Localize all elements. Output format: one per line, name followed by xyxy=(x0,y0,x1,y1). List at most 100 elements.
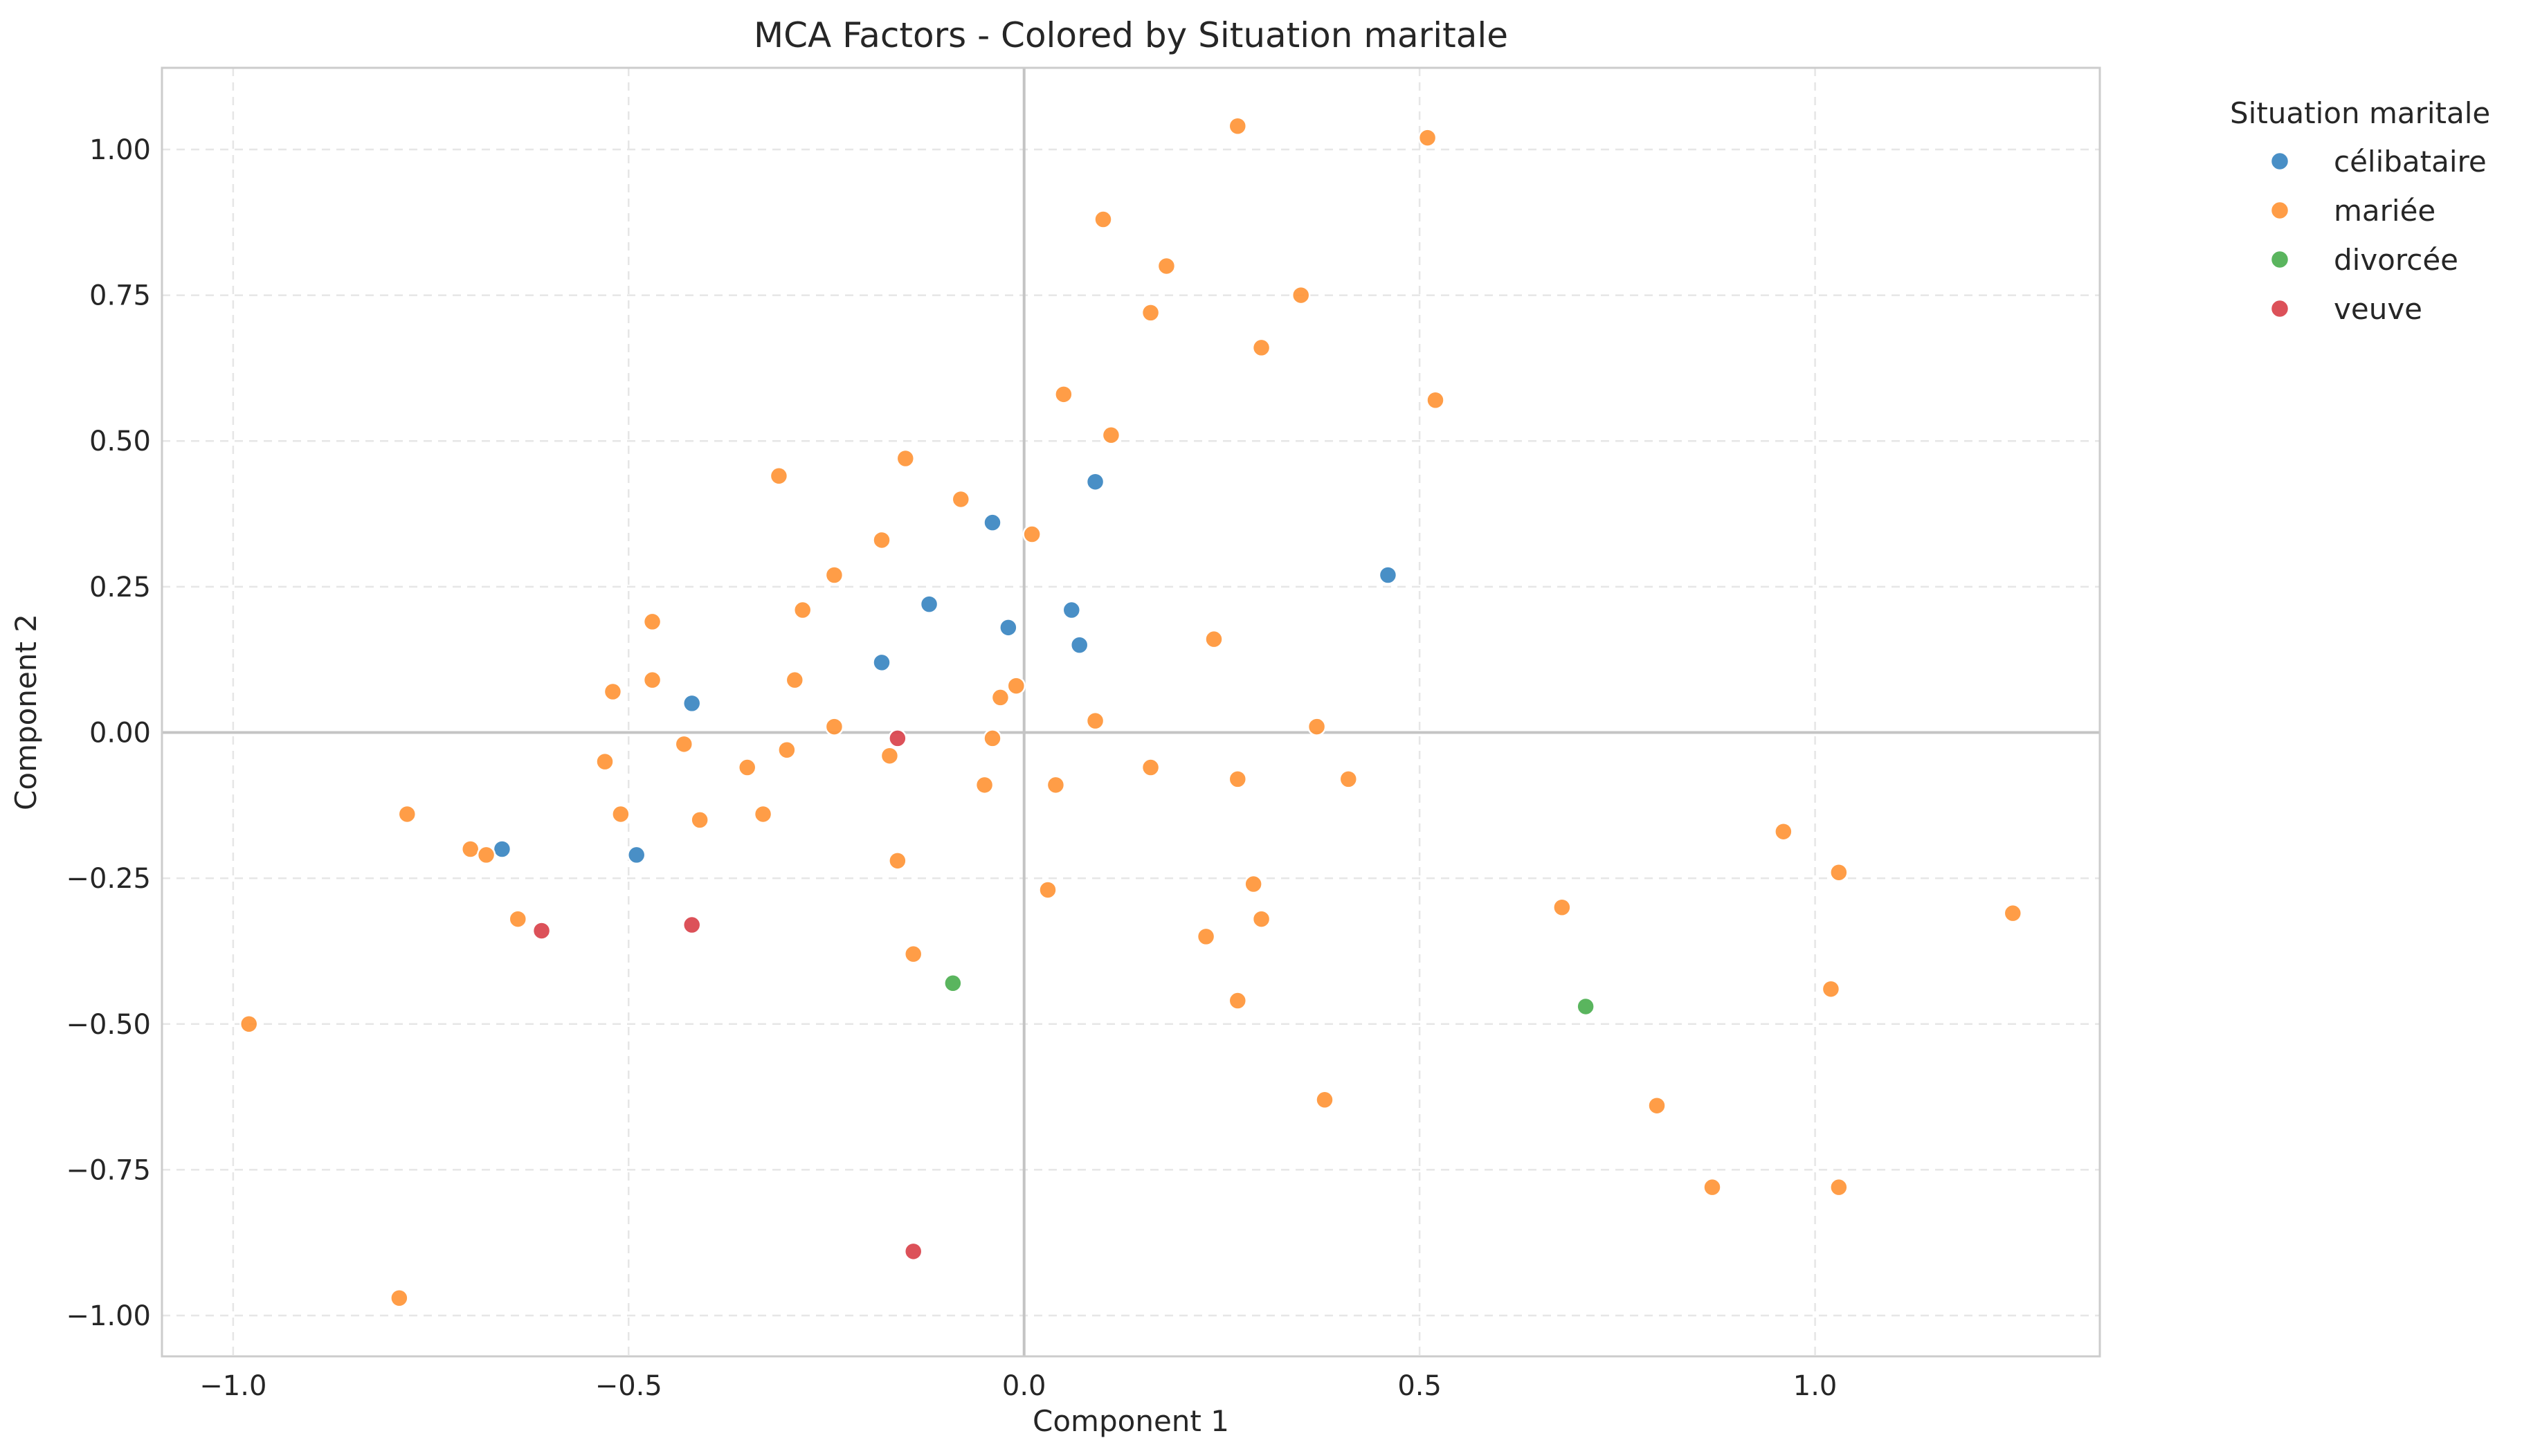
data-point xyxy=(1141,303,1161,322)
data-point xyxy=(1196,927,1216,947)
legend-label: célibataire xyxy=(2334,145,2487,179)
data-point xyxy=(903,944,923,964)
x-tick-label: −0.5 xyxy=(595,1370,662,1402)
data-point xyxy=(642,670,662,690)
data-point xyxy=(903,1241,923,1262)
data-point xyxy=(1774,821,1793,841)
data-point xyxy=(1703,1177,1722,1197)
data-point xyxy=(1204,629,1224,649)
data-point xyxy=(642,612,662,632)
data-point xyxy=(737,758,757,777)
data-point xyxy=(888,851,907,871)
legend-title: Situation maritale xyxy=(2230,96,2490,130)
data-point xyxy=(999,618,1018,637)
data-point xyxy=(1378,565,1398,585)
data-point xyxy=(1069,635,1089,655)
legend-marker xyxy=(2269,298,2290,319)
data-point xyxy=(1094,210,1113,229)
x-axis-ticks: −1.0 −0.5 0.0 0.5 1.0 xyxy=(199,1370,1837,1402)
data-point xyxy=(872,653,891,673)
data-point xyxy=(824,717,844,736)
data-point xyxy=(2003,903,2023,923)
data-point xyxy=(769,466,789,486)
data-point xyxy=(674,734,694,754)
data-point xyxy=(460,839,480,859)
data-point xyxy=(626,845,646,865)
data-point xyxy=(1426,390,1445,410)
data-point xyxy=(1829,862,1849,882)
data-point xyxy=(1085,472,1105,491)
data-point xyxy=(682,915,702,935)
data-point xyxy=(1829,1177,1849,1197)
y-tick-label: 0.25 xyxy=(89,572,151,603)
data-point xyxy=(888,729,907,748)
data-point xyxy=(824,565,844,585)
data-point xyxy=(753,804,773,824)
data-point xyxy=(1244,874,1263,894)
data-point xyxy=(983,513,1002,532)
data-point xyxy=(1054,385,1073,404)
legend-items: célibataire mariée divorcée veuve xyxy=(2269,145,2487,326)
y-axis-label: Component 2 xyxy=(9,614,43,810)
legend-label: divorcée xyxy=(2334,243,2458,277)
data-point xyxy=(777,740,797,760)
data-point xyxy=(1062,600,1082,620)
data-point xyxy=(872,530,891,550)
chart-title: MCA Factors - Colored by Situation marit… xyxy=(754,15,1508,55)
data-point xyxy=(1417,128,1437,147)
data-point xyxy=(974,775,995,795)
y-tick-label: −0.50 xyxy=(66,1009,151,1041)
data-point xyxy=(690,810,709,830)
data-point xyxy=(508,909,528,929)
data-point xyxy=(532,921,552,940)
data-point xyxy=(1101,426,1121,445)
data-point xyxy=(239,1014,259,1034)
data-point xyxy=(990,688,1010,707)
data-point xyxy=(1576,997,1595,1017)
x-tick-label: 1.0 xyxy=(1793,1370,1838,1402)
data-point xyxy=(595,752,615,772)
data-point xyxy=(1307,717,1327,736)
data-point xyxy=(1291,285,1311,305)
legend-marker xyxy=(2269,249,2290,270)
legend: Situation maritale célibataire mariée divo… xyxy=(2230,96,2490,326)
data-point xyxy=(1006,676,1026,695)
data-point xyxy=(1251,338,1271,358)
plot-frame xyxy=(161,66,2101,1358)
data-point xyxy=(1647,1095,1667,1116)
y-tick-label: 1.00 xyxy=(89,134,151,166)
x-tick-label: 0.5 xyxy=(1397,1370,1442,1402)
data-point xyxy=(397,804,417,824)
x-tick-label: 0.0 xyxy=(1002,1370,1046,1402)
data-point xyxy=(476,845,496,865)
y-tick-label: −1.00 xyxy=(66,1300,151,1332)
data-point xyxy=(603,682,623,702)
zero-lines xyxy=(162,68,2100,1356)
y-tick-label: −0.75 xyxy=(66,1154,151,1186)
data-point xyxy=(1339,770,1359,789)
data-point xyxy=(951,489,971,509)
x-tick-label: −1.0 xyxy=(199,1370,266,1402)
data-point xyxy=(1821,979,1841,999)
data-point xyxy=(390,1288,409,1308)
data-point xyxy=(1038,880,1058,900)
data-point xyxy=(792,600,813,620)
data-point xyxy=(1156,256,1177,276)
data-point xyxy=(785,670,805,690)
legend-marker xyxy=(2269,200,2290,221)
x-axis-label: Component 1 xyxy=(1033,1404,1229,1438)
y-tick-label: 0.50 xyxy=(89,426,151,457)
data-point xyxy=(943,974,963,993)
legend-marker xyxy=(2269,151,2290,172)
data-point xyxy=(983,729,1002,748)
legend-label: veuve xyxy=(2334,292,2422,326)
y-tick-label: 0.75 xyxy=(89,280,151,312)
y-axis-ticks: 1.00 0.75 0.50 0.25 0.00 −0.25 −0.50 −0.75 −1.00 xyxy=(66,134,151,1332)
data-point xyxy=(1552,898,1572,917)
data-point xyxy=(896,448,916,468)
data-point xyxy=(1085,711,1105,731)
data-point xyxy=(1141,758,1161,777)
legend-label: mariée xyxy=(2334,194,2435,228)
